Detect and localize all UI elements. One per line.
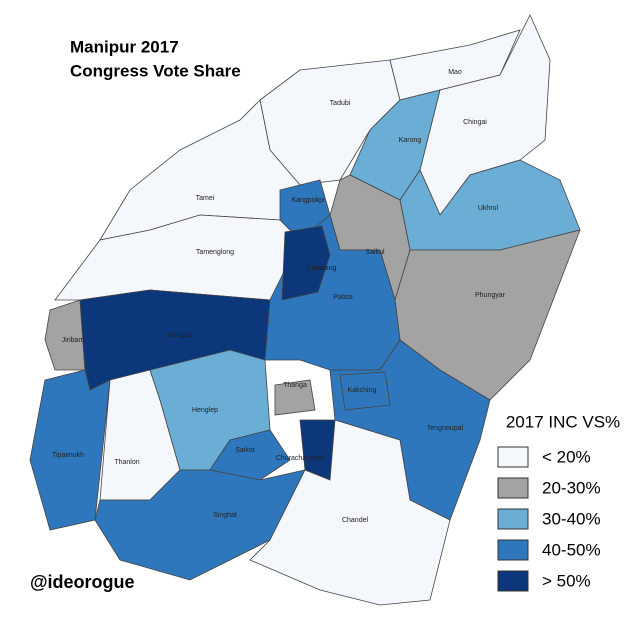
region	[339, 371, 391, 411]
legend: < 20% 20-30% 30-40% 40-50% > 50%	[497, 446, 601, 592]
legend-label: < 20%	[542, 447, 591, 466]
region	[29, 369, 111, 531]
region-label: Phungyar	[475, 292, 506, 299]
legend-title: 2017 INC VS%	[506, 412, 620, 431]
legend-label: 20-30%	[542, 478, 601, 497]
legend-swatch	[497, 446, 529, 468]
legend-label: 40-50%	[542, 540, 601, 559]
region-label: Thanga	[283, 382, 307, 389]
credit: @ideorogue	[30, 572, 135, 592]
region-label: Tamei	[196, 195, 215, 202]
region-label: Jiribam	[62, 337, 85, 344]
region	[44, 299, 86, 371]
region-label: Chingai	[463, 119, 487, 126]
regions	[29, 14, 581, 606]
legend-label: 30-40%	[542, 509, 601, 528]
region-label: Saikul	[365, 249, 385, 256]
region-label: Karong	[399, 137, 422, 144]
legend-label: > 50%	[542, 571, 591, 590]
region	[281, 225, 331, 301]
region	[274, 379, 316, 416]
region-label: Tengnoupal	[427, 425, 464, 432]
title-line: Manipur 2017	[70, 37, 179, 56]
region-label: Thanlon	[114, 459, 139, 466]
region	[249, 419, 451, 606]
region-label: Lamsang	[308, 265, 337, 272]
legend-swatch	[497, 508, 529, 530]
region	[209, 429, 291, 481]
region-label: Churachandpur	[276, 455, 325, 462]
title-line: Congress Vote Share	[70, 61, 241, 80]
region-label: Nungba	[168, 332, 193, 339]
region-label: Mao	[448, 69, 462, 76]
region-label: Kangpokpi	[291, 197, 325, 204]
region-label: Tadubi	[330, 100, 351, 107]
legend-swatch	[497, 570, 529, 592]
region	[54, 214, 301, 301]
region-label: Ukhrul	[478, 205, 499, 212]
region-label: Patsoi	[333, 294, 353, 301]
region-labels: Tadubi Mao Chingai Karong Ukhrul Tamei Tamengl…	[52, 69, 506, 524]
region-label: Chandel	[342, 517, 369, 524]
legend-swatch	[497, 539, 529, 561]
region-label: Singhat	[213, 512, 237, 519]
region-label: Tamenglong	[196, 249, 234, 256]
region-label: Kakching	[348, 387, 377, 394]
region-label: Tipaimukh	[52, 452, 84, 459]
legend-swatch	[497, 477, 529, 499]
region-label: Henglep	[192, 407, 218, 414]
region-label: Saikot	[235, 447, 255, 454]
region	[94, 469, 306, 581]
